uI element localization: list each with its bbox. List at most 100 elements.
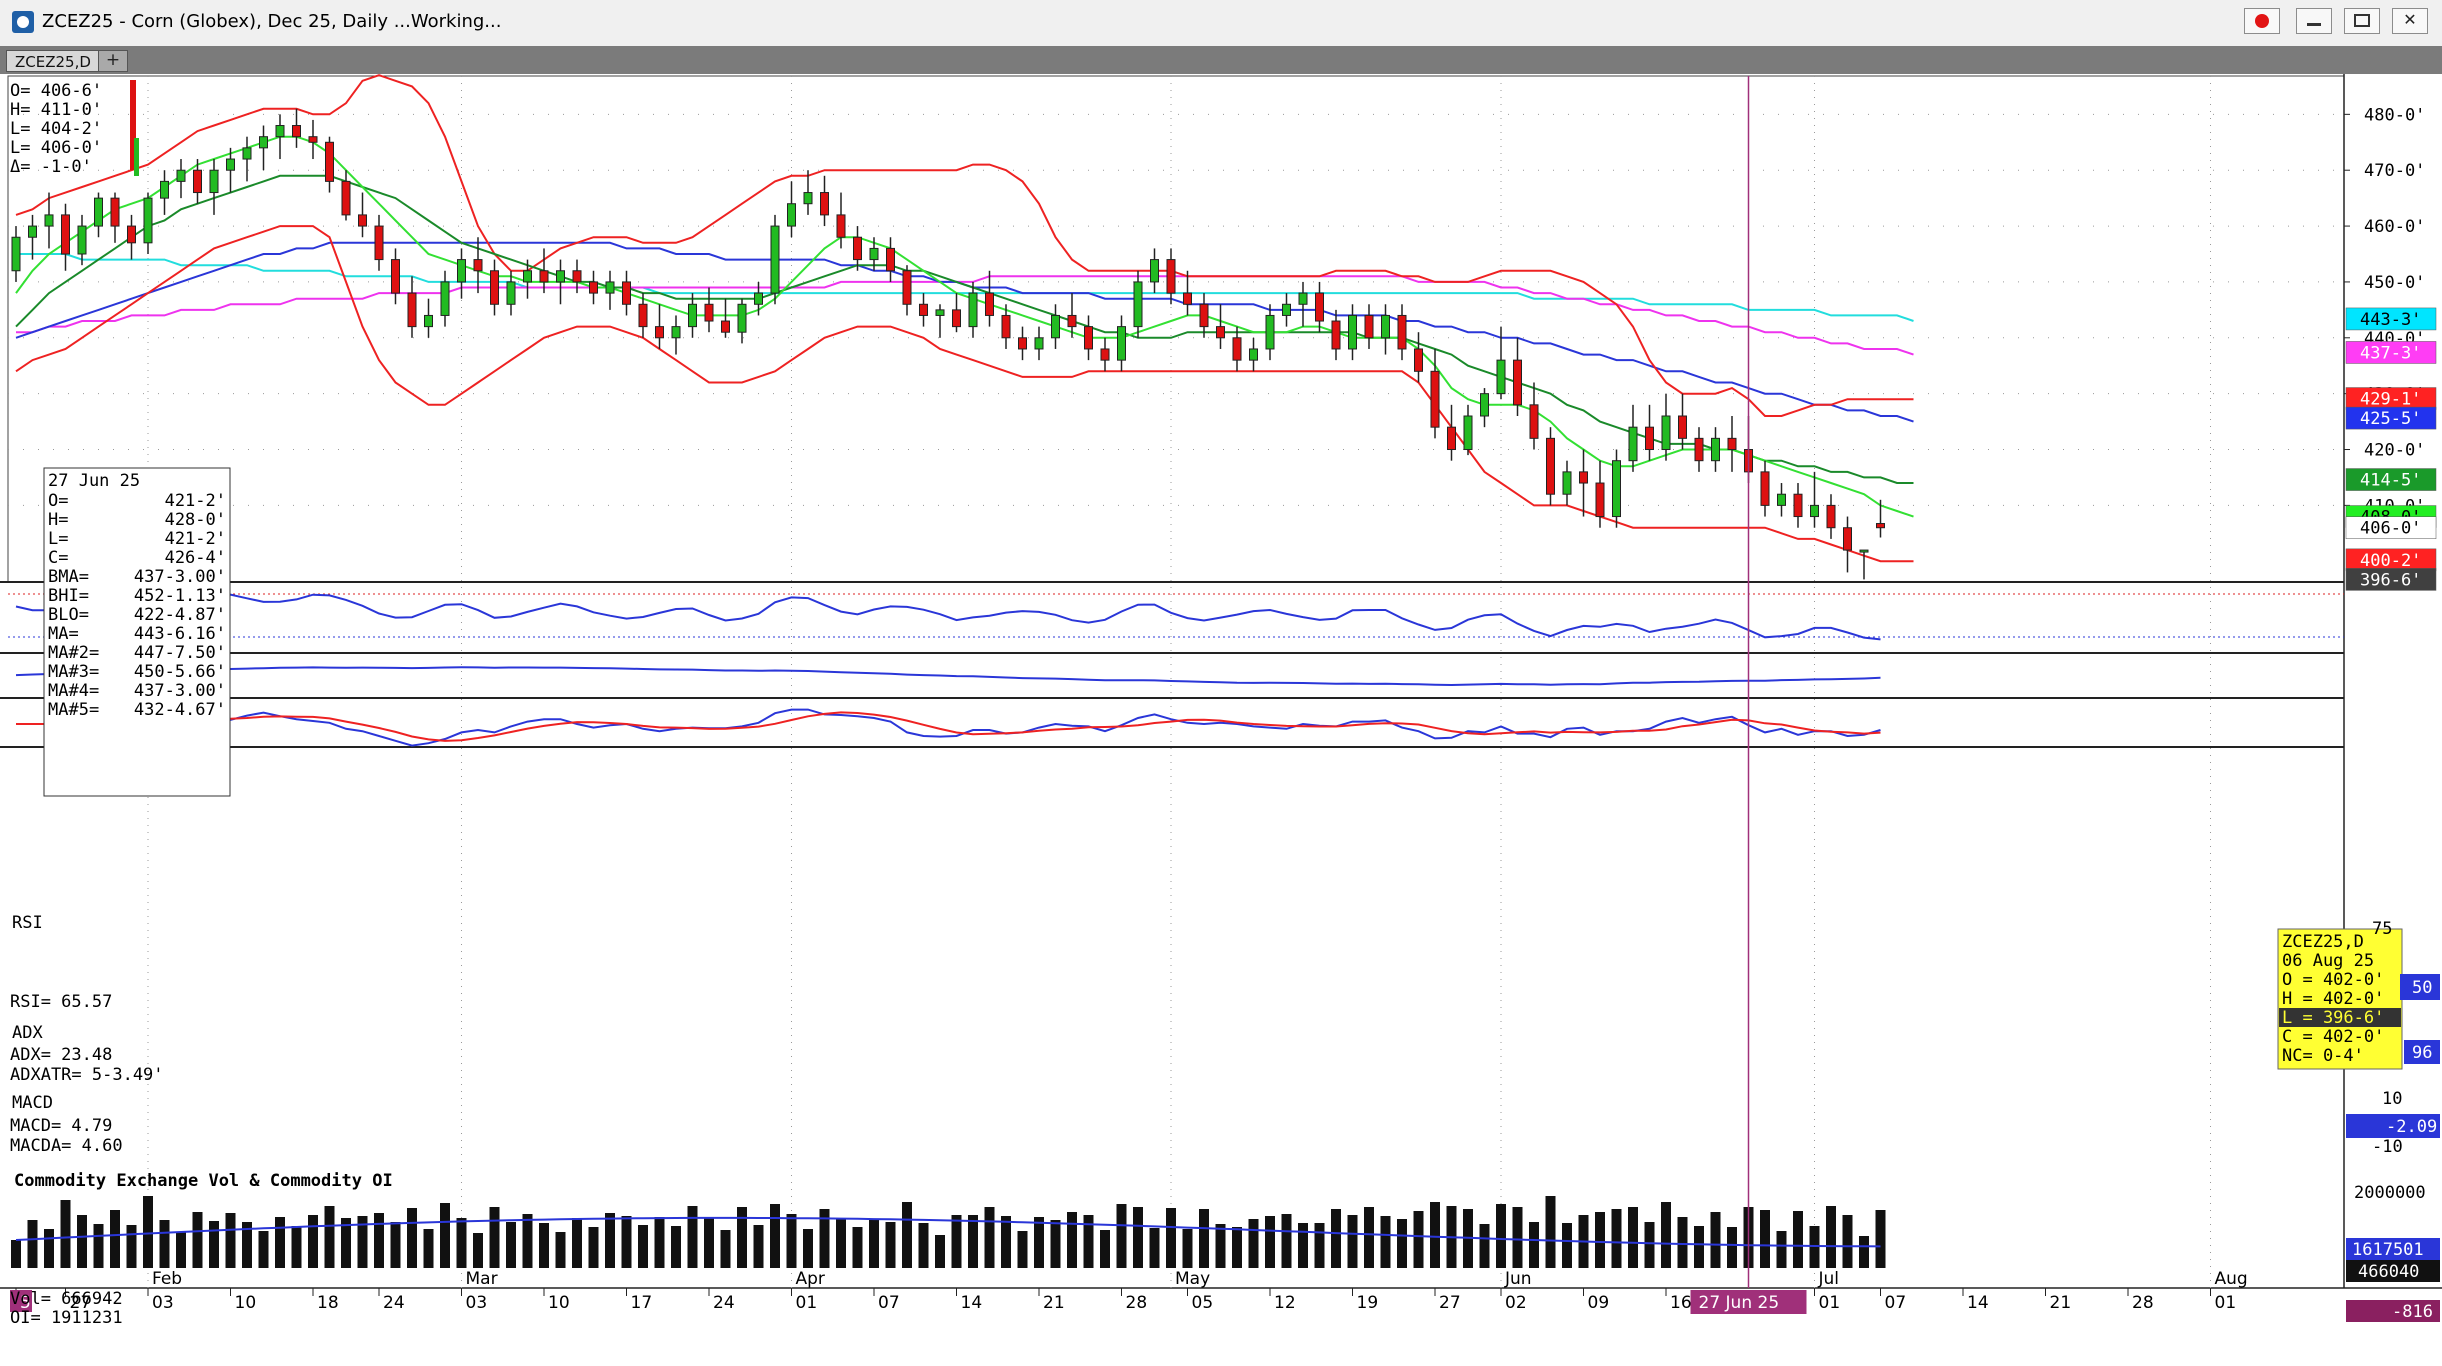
indicator-panels [11, 76, 1886, 1288]
volume-bar [390, 1222, 401, 1268]
time-day-label: 21 [1043, 1293, 1065, 1313]
volume-bar [1545, 1196, 1556, 1268]
price-tick-label: 450-0' [2364, 273, 2425, 293]
volume-bar [1644, 1222, 1655, 1268]
volume-bar [291, 1226, 302, 1268]
chart-canvas[interactable]: 480-0'470-0'460-0'450-0'440-0'430-0'420-… [0, 74, 2442, 1366]
candle [1133, 270, 1143, 338]
volume-bar [93, 1224, 104, 1268]
crosshair-row-value: 432-4.67' [134, 700, 226, 720]
candle [902, 265, 912, 316]
candle [160, 170, 169, 215]
candle [1232, 326, 1242, 372]
time-day-label: 19 [1357, 1293, 1379, 1313]
volume-bar [1298, 1223, 1308, 1268]
quote-row: H = 402-0' [2282, 989, 2384, 1009]
volume-bar [1149, 1228, 1160, 1268]
candle [952, 293, 961, 333]
candle [1117, 315, 1126, 372]
ohlc-high: H= 411-0' [10, 100, 102, 120]
volume-bar [1100, 1230, 1110, 1268]
volume-bar [473, 1233, 483, 1268]
crosshair-row-label: MA#5= [48, 700, 99, 720]
volume-bar [1314, 1223, 1325, 1268]
crosshair-row-label: MA#3= [48, 662, 99, 682]
volume-bar [242, 1222, 252, 1268]
time-day-label: 05 [1192, 1293, 1214, 1313]
candle [671, 315, 681, 355]
time-day-label: 12 [1274, 1293, 1296, 1313]
close-button[interactable]: ✕ [2392, 8, 2428, 34]
time-day-label: 03 [152, 1293, 174, 1313]
candle [803, 170, 813, 215]
volume-axis-top: 2000000 [2354, 1183, 2426, 1203]
volume-bar [1859, 1236, 1869, 1268]
candlestick-series [11, 108, 1885, 580]
candle [572, 259, 582, 294]
quote-row: O = 402-0' [2282, 970, 2384, 990]
crosshair-row-label: MA#2= [48, 643, 99, 663]
price-tick-label: 460-0' [2364, 217, 2425, 237]
volume-bar [539, 1223, 549, 1268]
candle [1579, 449, 1588, 517]
volume-bar [935, 1235, 945, 1268]
crosshair-row-label: MA#4= [48, 681, 99, 701]
volume-bar [1562, 1223, 1572, 1268]
volume-bar [1116, 1204, 1127, 1268]
ohlc-low: L= 404-2' [10, 119, 102, 139]
volume-bar [440, 1203, 450, 1268]
candle [622, 270, 631, 316]
crosshair-row-value: 437-3.00' [134, 681, 226, 701]
price-tag-label: 406-0' [2360, 519, 2421, 539]
crosshair-row-value: 428-0' [165, 510, 226, 530]
crosshair-row-label: BLO= [48, 605, 89, 625]
candle [1859, 549, 1869, 580]
candle [1348, 304, 1357, 361]
add-tab-button[interactable]: + [98, 50, 128, 72]
macd-value: MACD= 4.79 [10, 1116, 112, 1136]
rsi-axis-tag [2400, 974, 2440, 1000]
candle [820, 175, 829, 227]
volume-bar [1479, 1224, 1490, 1268]
quote-row: 06 Aug 25 [2282, 951, 2374, 971]
minimize-button[interactable] [2296, 8, 2332, 34]
time-day-label: 01 [1819, 1293, 1841, 1313]
volume-bar [819, 1209, 830, 1268]
volume-bar [1215, 1224, 1226, 1268]
candle [193, 159, 202, 204]
crosshair-row-label: MA= [48, 624, 79, 644]
volume-bar [1050, 1220, 1061, 1268]
volume-bar [1380, 1216, 1391, 1268]
macd-axis-top: 10 [2382, 1089, 2402, 1109]
candle [919, 293, 928, 327]
candle [275, 114, 285, 160]
volume-bar [1595, 1212, 1605, 1268]
time-day-label: 03 [466, 1293, 488, 1313]
tab-zcez25-d[interactable]: ZCEZ25,D [6, 50, 100, 72]
time-day-label: 07 [1885, 1293, 1907, 1313]
candle [1727, 416, 1737, 472]
crosshair-row-label: O= [48, 491, 68, 511]
candle [1793, 483, 1803, 528]
price-tag-label: 396-6' [2360, 570, 2421, 590]
maximize-button[interactable] [2344, 8, 2380, 34]
volume-bar [1677, 1217, 1688, 1268]
macda-value: MACDA= 4.60 [10, 1136, 123, 1156]
volume-bar [1809, 1226, 1820, 1268]
volume-bar [1232, 1227, 1242, 1268]
volume-bar [902, 1202, 912, 1268]
record-button[interactable] [2244, 8, 2280, 34]
oi-value: OI= 1911231 [10, 1308, 123, 1328]
candle [869, 237, 879, 271]
crosshair-row-value: 450-5.66' [134, 662, 226, 682]
volume-bar [60, 1200, 71, 1268]
volume-bar [1248, 1219, 1259, 1268]
candle [1282, 293, 1291, 327]
candle [704, 287, 714, 333]
rsi-axis-75: 75 [2372, 919, 2392, 939]
volume-bar [753, 1225, 764, 1268]
vol-axis-value: 466040 [2358, 1262, 2419, 1282]
volume-bar [1397, 1219, 1407, 1268]
candle [1199, 293, 1209, 338]
crosshair-row-label: L= [48, 529, 68, 549]
